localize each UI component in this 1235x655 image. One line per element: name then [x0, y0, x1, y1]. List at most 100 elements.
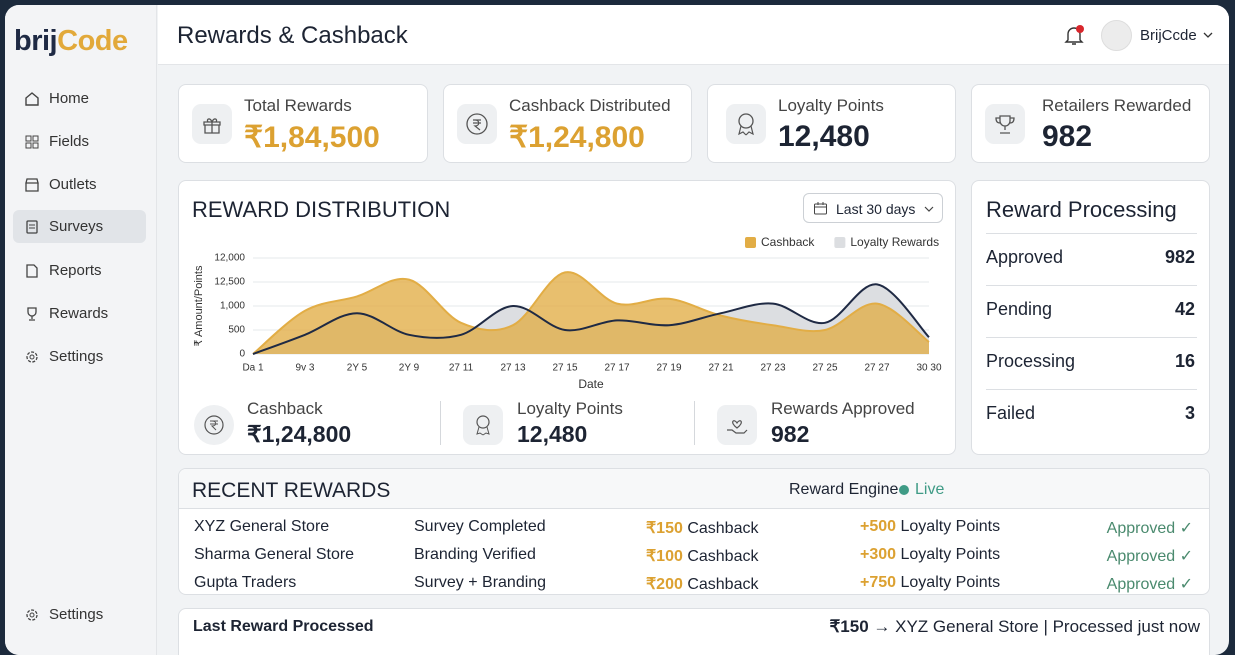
status-count: 982	[1164, 247, 1195, 267]
summary-value: 982	[771, 421, 810, 447]
status-label: Approved	[1106, 576, 1176, 593]
status-label: Processing	[986, 351, 1076, 371]
last-detail-line: ₹150 → XYZ General Store | Processed jus…	[829, 617, 1200, 636]
line	[252, 271, 930, 355]
logo-part: brij	[14, 25, 58, 57]
nav-item[interactable]: Home	[13, 82, 146, 115]
date-filter-label: Last 30 days	[836, 201, 916, 217]
status: Approved ✓	[1106, 576, 1193, 593]
logo-part: Code	[57, 25, 128, 57]
kpi-card: Loyalty Points 12,480	[707, 84, 956, 163]
legend-swatch	[745, 237, 756, 248]
avatar[interactable]	[1101, 20, 1132, 51]
divider	[694, 401, 695, 445]
nav-label: Outlets	[49, 176, 97, 193]
status-label: Approved	[1106, 548, 1176, 565]
activity: Survey + Branding	[414, 574, 547, 591]
activity: Survey Completed	[414, 518, 546, 535]
kpi-label: Retailers Rewarded	[1042, 96, 1192, 115]
chart-panel: REWARD DISTRIBUTION Last 30 days 0 500 1,0…	[178, 180, 956, 455]
nav-item[interactable]: Rewards	[13, 297, 146, 330]
summary-label: Cashback	[247, 399, 323, 418]
status-label: Failed	[986, 403, 1036, 423]
retailer: Sharma General Store	[194, 546, 355, 563]
line	[252, 283, 930, 355]
table-title: RECENT REWARDS	[192, 479, 391, 502]
status-label: Pending	[986, 299, 1053, 319]
area	[253, 272, 929, 354]
y-tick-label: 500	[228, 325, 245, 336]
status-dot	[899, 485, 909, 495]
nav-label: Settings	[49, 606, 104, 623]
cashback: ₹150 Cashback	[646, 518, 758, 538]
nav-label: Settings	[49, 348, 104, 365]
y-axis-label: ₹ Amount/Points	[193, 265, 205, 346]
status-label: Approved	[986, 247, 1064, 267]
y-tick-label: 12,000	[214, 253, 245, 264]
points-label: Loyalty Points	[900, 574, 1001, 591]
divider	[986, 337, 1197, 338]
points-label: Loyalty Points	[900, 546, 1001, 563]
x-tick-label: Da 1	[242, 363, 264, 374]
cashback-amount: ₹200	[646, 576, 683, 593]
kpi-label: Total Rewards	[244, 96, 352, 115]
last-reward: Last Reward Processed ₹150 → XYZ General…	[178, 608, 1210, 655]
cashback: ₹100 Cashback	[646, 546, 758, 566]
legend-label: Cashback	[761, 235, 815, 249]
last-amount: ₹150	[829, 617, 869, 636]
x-tick-label: 27 11	[449, 363, 474, 374]
status: Approved ✓	[1106, 520, 1193, 537]
points: +750 Loyalty Points	[860, 574, 1000, 592]
points-label: Loyalty Points	[900, 518, 1001, 535]
cashback-label: Cashback	[687, 576, 759, 593]
y-tick-label: 1,000	[220, 301, 245, 312]
points-amount: +300	[860, 546, 897, 563]
kpi-card: Cashback Distributed ₹1,24,800	[443, 84, 692, 163]
kpi-value: ₹1,84,500	[244, 121, 380, 154]
nav-label: Rewards	[49, 305, 109, 322]
points-amount: +500	[860, 518, 897, 535]
x-tick-label: 30 30	[916, 363, 941, 374]
nav-label: Reports	[49, 262, 102, 279]
x-tick-label: 27 23	[760, 363, 785, 374]
nav-item[interactable]: Fields	[13, 125, 146, 158]
app: brijCode Home Fields Outlets Surveys Rep…	[5, 5, 1229, 655]
chart-title: REWARD DISTRIBUTION	[192, 197, 451, 222]
dropdown-icon[interactable]	[1203, 31, 1213, 39]
summary-label: Loyalty Points	[517, 399, 623, 418]
header: Rewards & Cashback BrijCcde	[158, 5, 1229, 65]
notification-bell[interactable]	[1064, 25, 1084, 47]
x-axis-label: Date	[578, 377, 604, 391]
nav-label: Surveys	[49, 218, 104, 235]
nav-item[interactable]: Outlets	[13, 168, 146, 201]
status-count: 3	[1184, 403, 1195, 423]
user-name[interactable]: BrijCcde	[1140, 27, 1197, 44]
kpi-label: Cashback Distributed	[509, 96, 671, 115]
nav-item[interactable]: Settings	[13, 598, 146, 631]
x-tick-label: 27 21	[708, 363, 733, 374]
status-label: Approved	[1106, 520, 1176, 537]
points: +500 Loyalty Points	[860, 518, 1000, 536]
legend-swatch	[834, 237, 846, 248]
x-tick-label: 9v 3	[296, 363, 315, 374]
kpi-value: 982	[1042, 120, 1093, 153]
activity: Branding Verified	[414, 546, 536, 563]
y-tick-label: 0	[239, 349, 245, 360]
date-filter[interactable]: Last 30 days	[803, 193, 943, 223]
x-tick-label: 27 17	[604, 363, 629, 374]
retailer: XYZ General Store	[194, 518, 330, 535]
cashback-amount: ₹150	[646, 520, 683, 537]
nav-item[interactable]: Reports	[13, 254, 146, 287]
nav-item[interactable]: Settings	[13, 340, 146, 373]
nav-item[interactable]: Surveys	[13, 210, 146, 243]
divider	[986, 285, 1197, 286]
summary-value: ₹1,24,800	[247, 421, 352, 447]
nav-label: Fields	[49, 133, 90, 150]
x-tick-label: 27 13	[500, 363, 525, 374]
status-count: 42	[1174, 299, 1195, 319]
points: +300 Loyalty Points	[860, 546, 1000, 564]
kpi-card: Retailers Rewarded 982	[971, 84, 1210, 163]
sidebar: brijCode Home Fields Outlets Surveys Rep…	[5, 5, 157, 655]
summary-value: 12,480	[517, 421, 588, 447]
nav-label: Home	[49, 90, 90, 107]
